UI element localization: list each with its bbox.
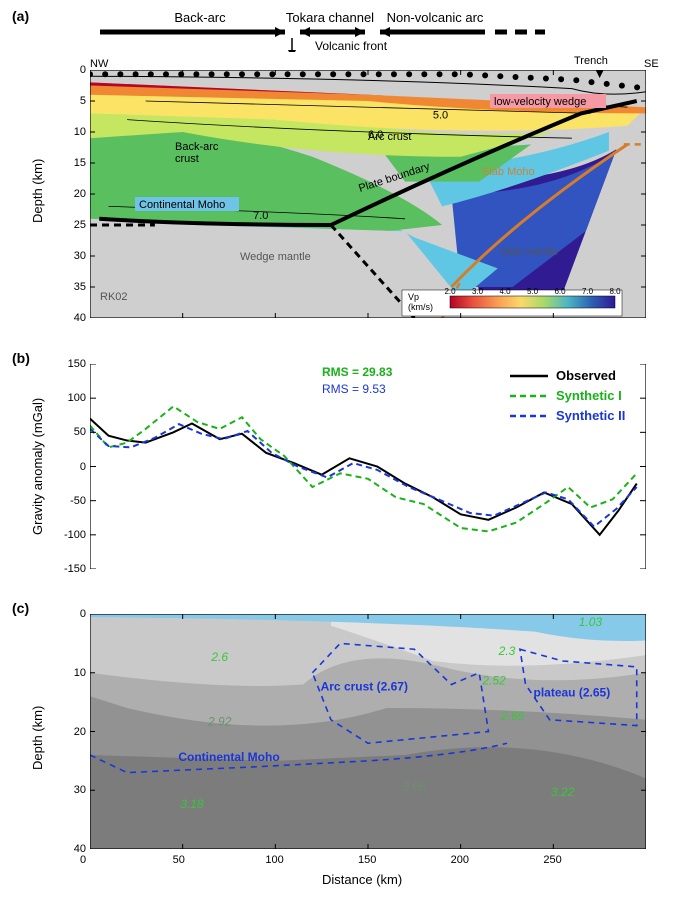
svg-text:5.0: 5.0 (527, 287, 539, 296)
volc-front: Volcanic front (315, 39, 388, 52)
svg-text:Slab mantle: Slab mantle (500, 246, 558, 258)
svg-text:crust: crust (175, 153, 199, 165)
svg-text:3.22: 3.22 (551, 785, 575, 799)
trench-label: Trench (574, 55, 608, 67)
panel-a-svg: 4.0 5.0 6.0 7.0 low-velocity wedge Arc crust B… (90, 70, 646, 318)
panel-c: (c) Depth (km) 1.03 2.6 2.3 2.52 2.65 2.92 3.0… (12, 600, 673, 890)
svg-text:2.0: 2.0 (444, 287, 456, 296)
panel-c-yticks: 010203040 (66, 614, 88, 849)
panel-c-xlabel: Distance (km) (322, 872, 402, 887)
svg-text:Synthetic II: Synthetic II (556, 408, 625, 423)
rms-2: RMS = 9.53 (322, 382, 386, 396)
svg-text:RK02: RK02 (100, 291, 128, 303)
svg-text:2.65: 2.65 (500, 709, 525, 723)
top-arrows: Back-arc Tokara channel Non-volcanic arc… (90, 10, 620, 52)
svg-text:7.0: 7.0 (253, 210, 268, 222)
panel-b: (b) Gravity anomaly (mGal) Observed Synth… (12, 350, 673, 578)
svg-text:Back-arc: Back-arc (175, 141, 219, 153)
panel-a-ylabel: Depth (km) (30, 159, 45, 223)
svg-text:Synthetic I: Synthetic I (556, 388, 622, 403)
svg-text:7.0: 7.0 (582, 287, 594, 296)
svg-text:plateau (2.65): plateau (2.65) (534, 685, 611, 699)
svg-text:2.92: 2.92 (207, 715, 232, 729)
panel-a: (a) Back-arc Tokara channel Non-volcanic… (12, 8, 673, 328)
rms-1: RMS = 29.83 (322, 365, 392, 379)
panel-b-label: (b) (12, 350, 30, 366)
ann-tokara: Tokara channel (286, 10, 374, 25)
svg-text:Vp: Vp (408, 292, 419, 302)
svg-text:low-velocity wedge: low-velocity wedge (494, 96, 586, 108)
panel-c-label: (c) (12, 600, 29, 616)
svg-text:4.0: 4.0 (499, 287, 511, 296)
panel-b-ylabel: Gravity anomaly (mGal) (30, 398, 45, 535)
figure: (a) Back-arc Tokara channel Non-volcanic… (0, 0, 685, 916)
panel-c-xticks: 050100150200250 (90, 852, 646, 870)
panel-a-label: (a) (12, 8, 29, 24)
svg-text:Continental Moho: Continental Moho (178, 750, 279, 764)
panel-c-svg: 1.03 2.6 2.3 2.52 2.65 2.92 3.08 3.22 3.18 Arc cr… (90, 614, 646, 849)
svg-text:2.52: 2.52 (481, 674, 506, 688)
svg-text:2.6: 2.6 (210, 650, 228, 664)
svg-text:3.0: 3.0 (472, 287, 484, 296)
svg-text:8.0: 8.0 (609, 287, 621, 296)
svg-text:Slab Moho: Slab Moho (482, 166, 535, 178)
svg-text:Continental Moho: Continental Moho (139, 199, 225, 211)
svg-text:Wedge mantle: Wedge mantle (240, 251, 311, 263)
svg-text:(km/s): (km/s) (408, 302, 433, 312)
svg-text:3.18: 3.18 (180, 797, 204, 811)
panel-a-yticks: 0510152025303540 (66, 70, 88, 318)
svg-text:3.08: 3.08 (403, 779, 427, 793)
compass-nw: NW (90, 58, 108, 70)
panel-b-yticks: -150-100-50050100150 (56, 364, 88, 569)
svg-text:Arc crust: Arc crust (368, 131, 411, 143)
svg-text:Arc crust (2.67): Arc crust (2.67) (321, 679, 408, 693)
svg-text:2.3: 2.3 (498, 644, 516, 658)
svg-text:Observed: Observed (556, 368, 616, 383)
panel-c-plot: 1.03 2.6 2.3 2.52 2.65 2.92 3.08 3.22 3.18 Arc cr… (90, 614, 646, 849)
panel-c-ylabel: Depth (km) (30, 706, 45, 770)
svg-text:1.03: 1.03 (579, 615, 603, 629)
ann-nonvolc: Non-volcanic arc (387, 10, 484, 25)
panel-a-plot: 4.0 5.0 6.0 7.0 low-velocity wedge Arc crust B… (90, 70, 646, 318)
svg-text:5.0: 5.0 (433, 109, 448, 121)
ann-back-arc: Back-arc (174, 10, 226, 25)
svg-text:6.0: 6.0 (554, 287, 566, 296)
compass-se: SE (644, 58, 659, 70)
